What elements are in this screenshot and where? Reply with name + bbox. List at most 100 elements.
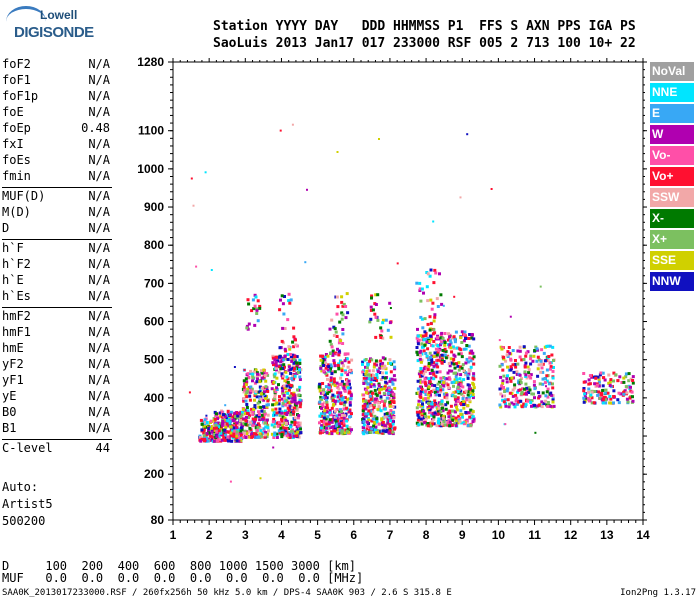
- echo-point: [249, 432, 253, 436]
- echo-point: [253, 406, 257, 410]
- echo-point: [515, 370, 519, 374]
- echo-point: [322, 426, 325, 430]
- echo-point: [340, 367, 344, 371]
- echo-point: [251, 424, 255, 428]
- echo-point: [202, 431, 206, 435]
- echo-point: [433, 411, 437, 415]
- echo-point: [627, 379, 631, 383]
- echo-point: [428, 391, 432, 394]
- echo-point: [361, 370, 365, 374]
- echo-point: [429, 362, 433, 366]
- echo-point: [343, 352, 347, 356]
- echo-point: [549, 365, 553, 369]
- echo-point: [440, 360, 444, 364]
- echo-point: [362, 418, 366, 422]
- echo-point: [336, 399, 340, 403]
- echo-point: [363, 429, 367, 433]
- echo-point: [339, 401, 343, 405]
- echo-point: [322, 416, 326, 420]
- echo-point: [333, 394, 336, 398]
- footer-version: Ion2Png 1.3.17: [620, 588, 696, 598]
- echo-point: [362, 420, 366, 424]
- echo-point: [442, 420, 446, 424]
- echo-point: [298, 385, 302, 389]
- param-row: B0 N/A: [2, 405, 112, 421]
- echo-point: [325, 424, 329, 428]
- echo-point: [458, 420, 462, 424]
- echo-point: [205, 436, 209, 440]
- echo-point: [464, 411, 468, 414]
- echo-point: [281, 389, 285, 393]
- echo-point: [451, 345, 455, 349]
- echo-point: [372, 374, 376, 377]
- artist-label: Artist5: [2, 497, 53, 511]
- echo-point: [433, 390, 437, 394]
- echo-point: [335, 422, 339, 426]
- echo-point: [371, 369, 375, 373]
- echo-point: [327, 388, 330, 392]
- echo-point: [452, 371, 456, 375]
- echo-point: [383, 357, 387, 361]
- x-tick-label: 13: [600, 528, 614, 542]
- echo-point: [415, 421, 419, 425]
- echo-point: [281, 415, 285, 419]
- echo-point: [436, 344, 440, 347]
- echo-point: [598, 375, 602, 379]
- echo-point: [534, 345, 538, 349]
- echo-point: [298, 375, 302, 379]
- echo-point: [440, 414, 443, 418]
- echo-point: [239, 429, 243, 433]
- echo-point: [264, 385, 268, 389]
- echo-point: [342, 416, 346, 420]
- echo-point: [370, 383, 373, 386]
- echo-point: [454, 424, 458, 428]
- echo-point: [298, 431, 302, 435]
- echo-point: [319, 358, 323, 362]
- echo-point: [248, 398, 252, 402]
- echo-point: [340, 317, 344, 321]
- echo-point: [336, 347, 339, 351]
- echo-point: [459, 401, 463, 405]
- param-value: N/A: [88, 341, 110, 355]
- echo-point: [281, 367, 285, 370]
- echo-point: [369, 385, 373, 389]
- echo-point: [287, 299, 291, 303]
- echo-point: [292, 391, 296, 395]
- echo-point: [612, 389, 616, 393]
- echo-point: [519, 381, 523, 385]
- echo-point: [551, 386, 555, 390]
- echo-point: [526, 399, 530, 403]
- echo-point: [524, 375, 528, 378]
- echo-point: [255, 308, 259, 312]
- echo-point: [440, 353, 444, 357]
- echo-point: [466, 374, 470, 378]
- echo-point: [340, 426, 344, 430]
- echo-point: [546, 395, 550, 399]
- echo-point: [377, 382, 381, 386]
- echo-point: [324, 372, 328, 376]
- echo-point: [343, 400, 347, 404]
- echo-point: [429, 298, 433, 302]
- echo-point: [257, 405, 261, 409]
- echo-point: [467, 411, 471, 415]
- echo-point: [335, 381, 339, 385]
- echo-point: [249, 421, 253, 425]
- echo-point: [341, 412, 344, 416]
- echo-point: [416, 379, 420, 383]
- echo-point: [345, 419, 349, 423]
- echo-point: [383, 365, 387, 369]
- echo-point: [217, 434, 221, 438]
- echo-point: [381, 321, 385, 325]
- echo-point: [288, 347, 292, 351]
- echo-point: [442, 423, 446, 427]
- param-name: fmin: [2, 169, 31, 183]
- echo-point: [508, 402, 512, 406]
- echo-point: [454, 390, 458, 394]
- echo-point: [502, 374, 506, 378]
- echo-point: [472, 374, 476, 378]
- echo-point: [541, 391, 545, 395]
- echo-point: [370, 427, 374, 431]
- echo-point: [424, 337, 428, 341]
- echo-point: [215, 412, 218, 416]
- echo-point: [326, 377, 329, 381]
